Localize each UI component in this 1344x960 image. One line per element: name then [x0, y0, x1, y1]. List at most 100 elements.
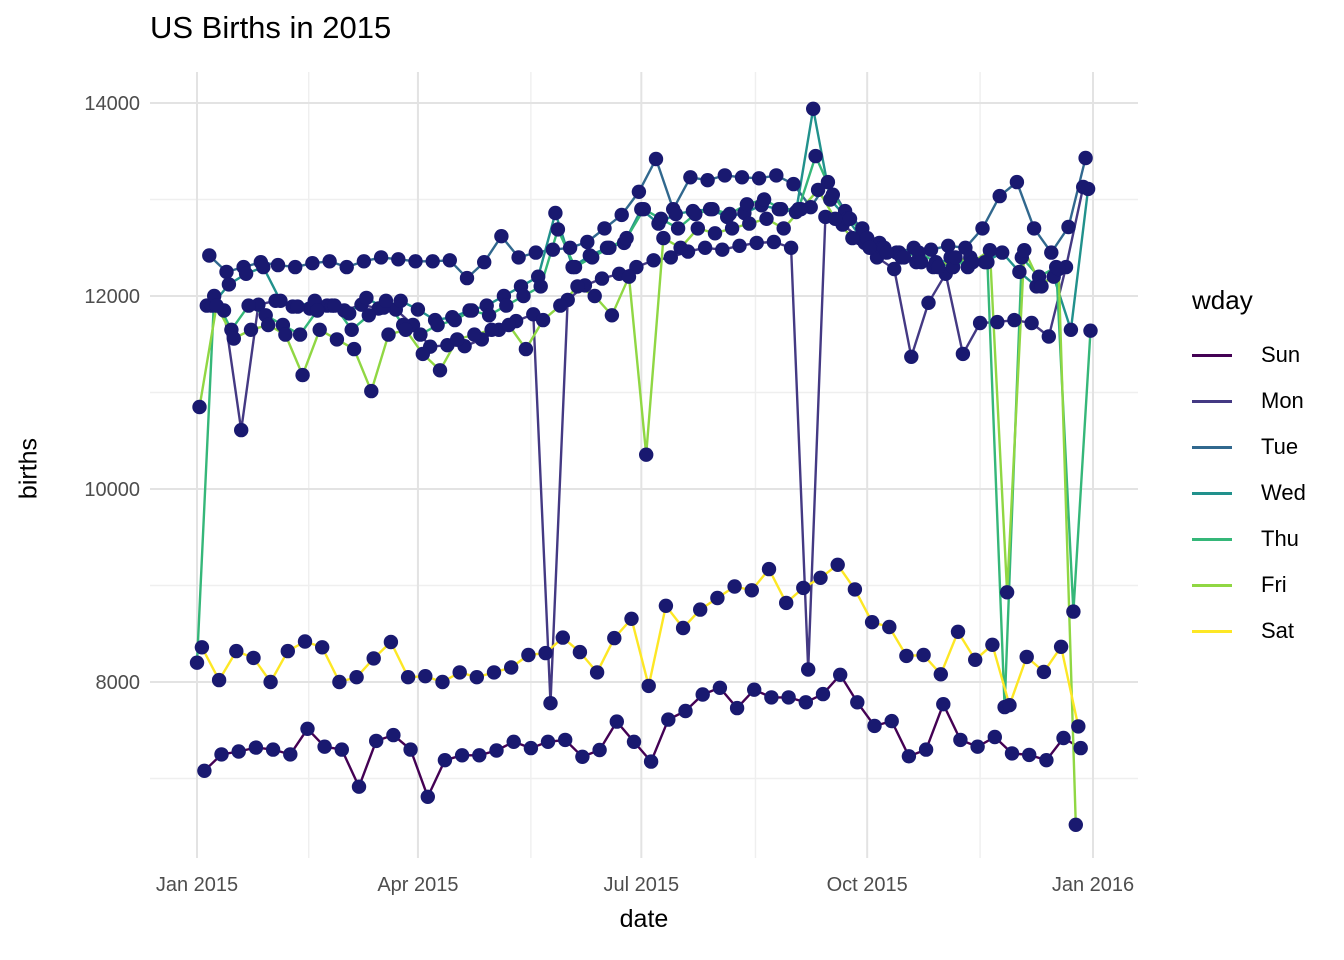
data-point-tue — [1026, 221, 1042, 236]
data-point-sun — [437, 753, 453, 768]
data-point-sun — [953, 732, 968, 748]
chart-title: US Births in 2015 — [150, 10, 392, 45]
data-point-wed — [238, 266, 254, 281]
data-point-sat — [1002, 698, 1017, 713]
data-point-sat — [607, 630, 622, 646]
data-point-sat — [435, 674, 450, 690]
data-point-sat — [521, 647, 536, 663]
data-point-thu — [670, 221, 686, 236]
data-point-sat — [727, 579, 742, 594]
legend-label-fri: Fri — [1261, 572, 1287, 597]
data-point-wed — [342, 306, 357, 321]
data-point-sun — [1073, 740, 1088, 756]
legend-entry-fri: Fri — [1192, 562, 1306, 608]
data-point-wed — [290, 299, 305, 314]
data-point-fri — [931, 259, 946, 275]
data-point-fri — [467, 327, 482, 342]
data-point-thu — [653, 211, 669, 226]
data-point-tue — [923, 242, 939, 257]
data-point-mon — [646, 253, 661, 268]
data-point-sat — [297, 634, 313, 649]
data-point-sun — [1004, 746, 1020, 761]
data-point-tue — [322, 254, 337, 269]
data-point-tue — [580, 234, 595, 250]
data-point-tue — [545, 242, 561, 257]
data-point-sun — [747, 682, 762, 697]
data-point-thu — [756, 192, 772, 207]
data-point-sat — [1053, 639, 1069, 654]
data-point-sat — [933, 667, 948, 682]
data-point-sat — [830, 557, 845, 572]
data-point-sun — [781, 690, 796, 705]
data-point-thu — [980, 255, 995, 270]
data-point-sun — [197, 763, 212, 778]
data-point-sat — [847, 582, 863, 597]
data-point-sat — [555, 630, 570, 645]
data-point-sun — [918, 742, 934, 757]
data-point-mon — [1024, 315, 1039, 331]
data-point-fri — [896, 250, 912, 265]
data-point-tue — [288, 259, 303, 275]
data-point-thu — [550, 222, 566, 237]
data-point-wed — [668, 206, 683, 222]
data-point-fri — [810, 182, 826, 198]
data-point-sat — [968, 652, 983, 667]
data-point-fri — [1034, 279, 1049, 294]
data-point-sat — [985, 637, 1000, 652]
data-point-sun — [936, 697, 951, 712]
data-point-sun — [369, 733, 384, 749]
data-point-tue — [511, 250, 526, 265]
data-point-sun — [1021, 747, 1037, 763]
data-point-wed — [806, 101, 821, 117]
data-point-wed — [548, 205, 563, 221]
data-point-fri — [845, 230, 860, 246]
data-point-sun — [987, 729, 1002, 745]
data-point-tue — [769, 168, 784, 183]
legend-swatch-tue — [1192, 445, 1232, 449]
data-point-sat — [452, 665, 467, 680]
legend: wday Sun Mon Tue Wed Thu Fri Sat — [1192, 285, 1306, 654]
data-point-thu — [619, 230, 634, 246]
data-point-wed — [359, 290, 374, 306]
data-point-thu — [585, 250, 600, 265]
data-point-sun — [643, 754, 659, 769]
data-point-fri — [432, 363, 448, 378]
data-point-thu — [344, 322, 359, 337]
data-point-sun — [523, 740, 539, 756]
data-point-sun — [850, 695, 865, 710]
data-point-tue — [1061, 219, 1076, 235]
data-point-fri — [948, 250, 963, 265]
data-point-tue — [459, 270, 475, 286]
data-point-sun — [283, 747, 298, 762]
data-point-mon — [1041, 329, 1057, 344]
data-point-fri — [999, 585, 1015, 600]
data-point-sat — [315, 640, 330, 655]
data-point-fri — [518, 341, 534, 357]
data-point-fri — [415, 346, 430, 362]
data-point-fri — [261, 317, 276, 333]
legend-title: wday — [1192, 285, 1253, 315]
data-point-sat — [211, 672, 227, 688]
data-point-tue — [941, 238, 956, 253]
data-point-mon — [234, 422, 249, 438]
data-point-fri — [639, 447, 654, 462]
data-point-thu — [481, 308, 497, 323]
data-point-sat — [280, 643, 295, 659]
y-tick-label: 12000 — [84, 286, 140, 308]
data-point-wed — [410, 302, 426, 317]
data-point-mon — [783, 240, 799, 255]
data-point-sun — [626, 734, 642, 749]
data-point-sun — [1056, 730, 1071, 746]
data-point-fri — [1068, 817, 1084, 832]
data-point-fri — [226, 331, 241, 346]
data-point-fri — [793, 202, 809, 217]
data-point-thu — [499, 298, 514, 313]
data-point-mon — [990, 314, 1005, 330]
data-point-wed — [1063, 322, 1079, 337]
data-point-mon — [749, 235, 764, 251]
data-point-mon — [955, 346, 971, 362]
data-point-mon — [663, 250, 678, 265]
legend-entry-thu: Thu — [1192, 516, 1306, 562]
legend-entry-sat: Sat — [1192, 608, 1306, 654]
